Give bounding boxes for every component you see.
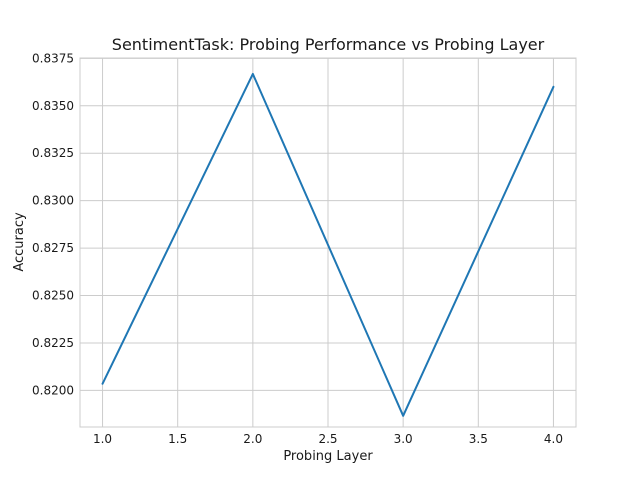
x-tick-label: 3.5 [469,432,488,446]
y-tick-label: 0.8300 [32,194,74,208]
x-axis-label: Probing Layer [283,449,373,464]
x-tick-labels: 1.0 1.5 2.0 2.5 3.0 3.5 4.0 [93,432,563,446]
y-tick-label: 0.8325 [32,146,74,160]
y-tick-labels: 0.8200 0.8225 0.8250 0.8275 0.8300 0.8325 0.83… [32,51,74,397]
y-tick-label: 0.8225 [32,336,74,350]
series-line [101,72,555,417]
y-tick-label: 0.8200 [32,383,74,397]
plot-frame [79,57,577,428]
series-layer [101,72,555,417]
y-tick-label: 0.8275 [32,241,74,255]
y-tick-label: 0.8375 [32,51,74,65]
y-tick-label: 0.8350 [32,99,74,113]
chart-title: SentimentTask: Probing Performance vs Pr… [112,35,545,54]
y-tick-label: 0.8250 [32,289,74,303]
x-tick-label: 2.0 [243,432,262,446]
x-tick-label: 3.0 [394,432,413,446]
x-tick-label: 2.5 [318,432,337,446]
y-axis-label: Accuracy [12,212,27,272]
grid-lines [80,57,576,427]
x-tick-label: 1.0 [93,432,112,446]
x-tick-label: 4.0 [544,432,563,446]
x-tick-label: 1.5 [168,432,187,446]
